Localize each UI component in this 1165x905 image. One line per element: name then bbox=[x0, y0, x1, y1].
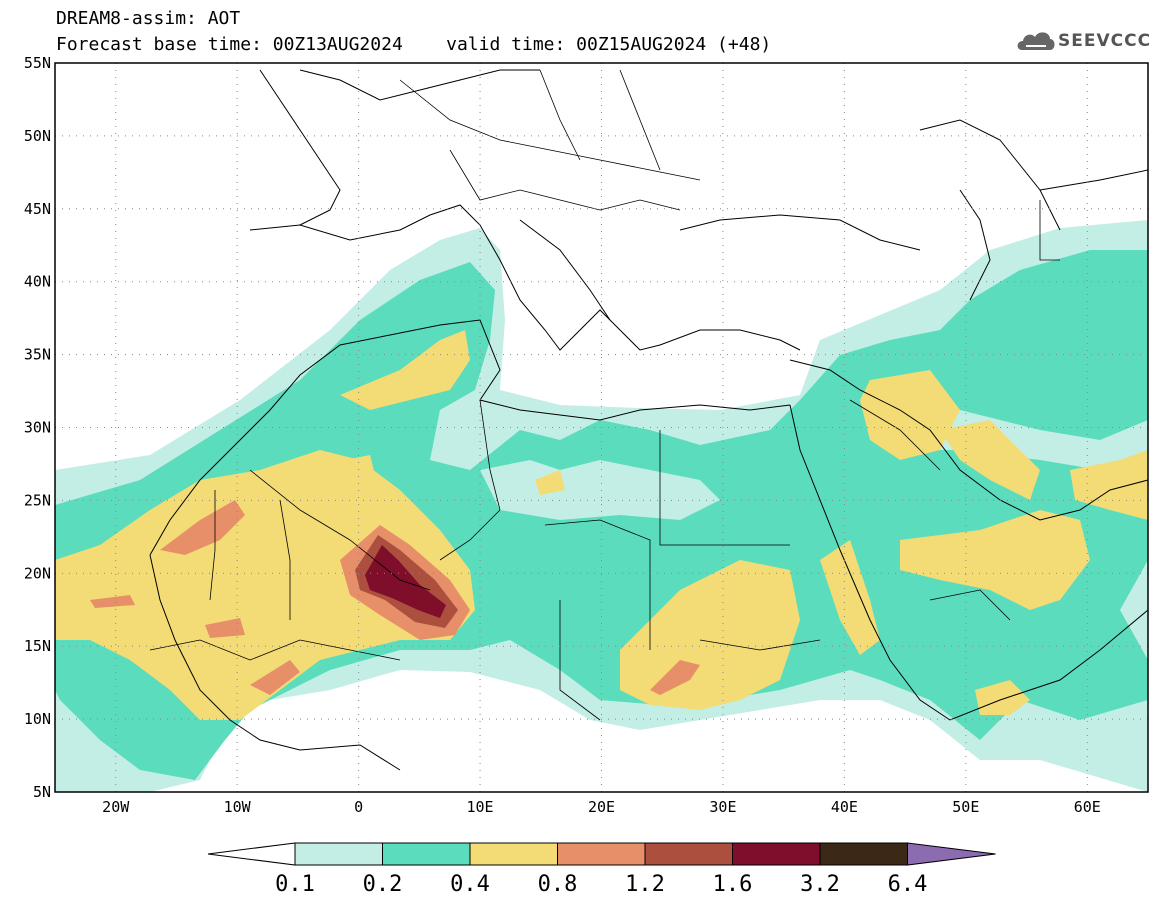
lon-tick-label: 0 bbox=[354, 798, 363, 816]
coastlines bbox=[149, 69, 1148, 771]
aot-band-0.8 bbox=[160, 500, 245, 555]
lon-tick-label: 60E bbox=[1074, 798, 1101, 816]
colorbar-segment bbox=[644, 842, 733, 866]
lat-tick-label: 20N bbox=[24, 564, 51, 582]
colorbar-label: 0.8 bbox=[538, 872, 578, 897]
colorbar-label: 3.2 bbox=[800, 872, 840, 897]
latitude-labels: 5N 10N 15N 20N 25N 30N 35N 40N 45N 50N 55N bbox=[24, 54, 51, 801]
lon-tick-label: 10E bbox=[467, 798, 494, 816]
colorbar-min-arrow bbox=[207, 842, 296, 866]
lon-tick-label: 10W bbox=[224, 798, 252, 816]
lon-tick-label: 30E bbox=[709, 798, 736, 816]
lat-tick-label: 10N bbox=[24, 710, 51, 728]
lon-tick-label: 40E bbox=[831, 798, 858, 816]
lat-tick-label: 25N bbox=[24, 491, 51, 509]
lat-tick-label: 15N bbox=[24, 637, 51, 655]
lat-tick-label: 35N bbox=[24, 346, 51, 364]
colorbar-segment bbox=[294, 842, 383, 866]
lat-tick-label: 30N bbox=[24, 419, 51, 437]
colorbar-segment bbox=[469, 842, 558, 866]
chart-title: DREAM8-assim: AOT bbox=[56, 8, 241, 29]
forecast-times: Forecast base time: 00Z13AUG2024 valid t… bbox=[56, 34, 772, 55]
lat-tick-label: 5N bbox=[33, 783, 51, 801]
aot-band-0.4 bbox=[55, 450, 475, 720]
map-frame bbox=[54, 62, 1149, 793]
colorbar: 0.1 0.2 0.4 0.8 1.2 1.6 3.2 6.4 bbox=[207, 842, 996, 897]
graticule bbox=[55, 63, 1148, 792]
colorbar-label: 0.2 bbox=[363, 872, 403, 897]
colorbar-max-arrow bbox=[907, 842, 996, 866]
colorbar-segment bbox=[732, 842, 821, 866]
colorbar-label: 1.2 bbox=[625, 872, 665, 897]
cloud-icon bbox=[1017, 32, 1055, 50]
country-borders bbox=[149, 69, 1060, 721]
colorbar-label: 1.6 bbox=[713, 872, 753, 897]
colorbar-segment bbox=[557, 842, 646, 866]
colorbar-label: 0.4 bbox=[450, 872, 490, 897]
longitude-labels: 20W 10W 0 10E 20E 30E 40E 50E 60E bbox=[102, 798, 1101, 816]
lon-tick-label: 20W bbox=[102, 798, 130, 816]
lon-tick-label: 20E bbox=[588, 798, 615, 816]
lat-tick-label: 55N bbox=[24, 54, 51, 72]
colorbar-label: 6.4 bbox=[888, 872, 928, 897]
lat-tick-label: 40N bbox=[24, 273, 51, 291]
colorbar-label: 0.1 bbox=[275, 872, 315, 897]
logo-text: SEEVCCC bbox=[1058, 31, 1152, 51]
colorbar-segment bbox=[382, 842, 471, 866]
lat-tick-label: 45N bbox=[24, 200, 51, 218]
colorbar-segment bbox=[819, 842, 908, 866]
lon-tick-label: 50E bbox=[952, 798, 979, 816]
lat-tick-label: 50N bbox=[24, 127, 51, 145]
aot-field bbox=[55, 220, 1148, 792]
